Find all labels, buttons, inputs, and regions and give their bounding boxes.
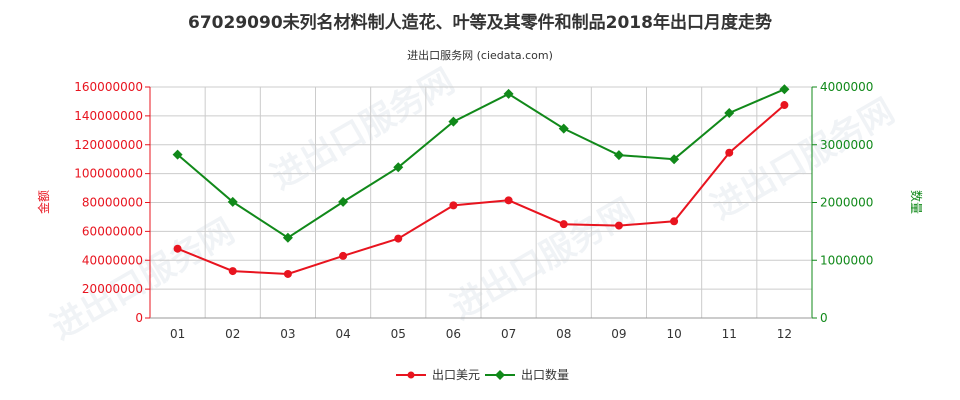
data-point-usd [394, 234, 403, 243]
data-point-usd [339, 251, 348, 260]
x-tick-label: 06 [446, 327, 461, 341]
right-tick-label: 1000000 [820, 253, 873, 267]
right-tick-label: 2000000 [820, 196, 873, 210]
chart-title: 67029090未列名材料制人造花、叶等及其零件和制品2018年出口月度走势 [188, 13, 772, 33]
legend-marker-qty [495, 370, 505, 380]
left-tick-label: 80000000 [82, 196, 143, 210]
data-point-qty [724, 107, 735, 118]
data-point-qty [669, 154, 680, 165]
left-tick-label: 100000000 [74, 167, 143, 181]
data-point-usd [670, 217, 679, 226]
x-tick-label: 03 [280, 327, 295, 341]
data-point-usd [780, 101, 789, 110]
data-point-usd [614, 221, 623, 230]
left-tick-label: 160000000 [74, 80, 143, 94]
x-tick-label: 07 [501, 327, 516, 341]
x-tick-label: 12 [777, 327, 792, 341]
x-tick-label: 01 [170, 327, 185, 341]
data-point-qty [172, 149, 183, 160]
right-tick-label: 0 [820, 311, 828, 325]
data-point-usd [173, 244, 182, 253]
left-tick-label: 20000000 [82, 282, 143, 296]
data-point-usd [725, 148, 734, 157]
legend-label-qty: 出口数量 [521, 367, 569, 382]
data-point-qty [227, 196, 238, 207]
left-tick-label: 60000000 [82, 224, 143, 238]
svg-text:进出口服务网: 进出口服务网 [445, 191, 642, 328]
data-point-qty [448, 116, 459, 127]
left-axis-ticks: 0 20000000 40000000 60000000 80000000 1000000… [74, 80, 150, 325]
data-point-qty [338, 196, 349, 207]
legend[interactable]: 出口美元 出口数量 [396, 367, 569, 382]
data-point-usd [559, 220, 568, 229]
data-point-usd [283, 269, 292, 278]
left-tick-label: 140000000 [74, 109, 143, 123]
x-tick-label: 02 [225, 327, 240, 341]
x-tick-label: 09 [611, 327, 626, 341]
data-point-usd [449, 201, 458, 210]
chart-subtitle: 进出口服务网 (ciedata.com) [407, 49, 553, 62]
x-tick-label: 11 [722, 327, 737, 341]
data-point-qty [282, 232, 293, 243]
right-axis-label: 数量 [909, 190, 924, 214]
series-line-qty [176, 88, 785, 239]
data-point-qty [393, 162, 404, 173]
x-tick-label: 04 [335, 327, 350, 341]
series-line-usd [177, 104, 786, 276]
series-layer [172, 84, 790, 278]
data-point-usd [228, 267, 237, 276]
left-tick-label: 40000000 [82, 253, 143, 267]
x-axis-ticks: 01 02 03 04 05 06 07 08 09 10 11 12 [170, 327, 792, 341]
x-tick-label: 08 [556, 327, 571, 341]
right-tick-label: 4000000 [820, 80, 873, 94]
x-tick-label: 05 [391, 327, 406, 341]
x-tick-label: 10 [666, 327, 681, 341]
left-tick-label: 120000000 [74, 138, 143, 152]
svg-text:进出口服务网: 进出口服务网 [265, 61, 462, 198]
right-axis-ticks: 0 1000000 2000000 3000000 4000000 [812, 80, 873, 325]
legend-label-usd: 出口美元 [432, 368, 480, 382]
data-point-qty [613, 150, 624, 161]
data-point-usd [504, 196, 513, 205]
data-point-qty [779, 84, 790, 95]
left-tick-label: 0 [135, 311, 143, 325]
legend-marker-usd [407, 371, 415, 379]
data-point-qty [503, 88, 514, 99]
right-tick-label: 3000000 [820, 138, 873, 152]
data-point-qty [558, 123, 569, 134]
left-axis-label: 金额 [36, 190, 51, 214]
